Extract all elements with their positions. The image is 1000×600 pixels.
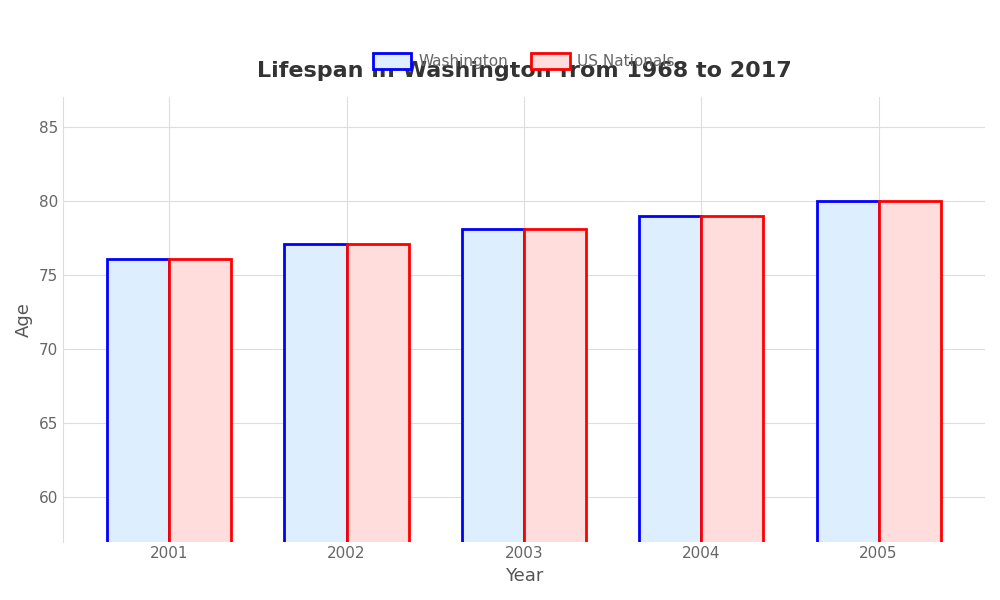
Bar bbox=[347, 244, 409, 600]
X-axis label: Year: Year bbox=[505, 567, 543, 585]
Title: Lifespan in Washington from 1968 to 2017: Lifespan in Washington from 1968 to 2017 bbox=[257, 61, 791, 80]
Bar bbox=[169, 259, 231, 600]
Bar bbox=[701, 216, 763, 600]
Legend: Washington, US Nationals: Washington, US Nationals bbox=[367, 47, 681, 76]
Bar bbox=[639, 216, 701, 600]
Bar bbox=[879, 201, 941, 600]
Y-axis label: Age: Age bbox=[15, 302, 33, 337]
Bar bbox=[524, 229, 586, 600]
Bar bbox=[817, 201, 879, 600]
Bar bbox=[462, 229, 524, 600]
Bar bbox=[284, 244, 347, 600]
Bar bbox=[107, 259, 169, 600]
